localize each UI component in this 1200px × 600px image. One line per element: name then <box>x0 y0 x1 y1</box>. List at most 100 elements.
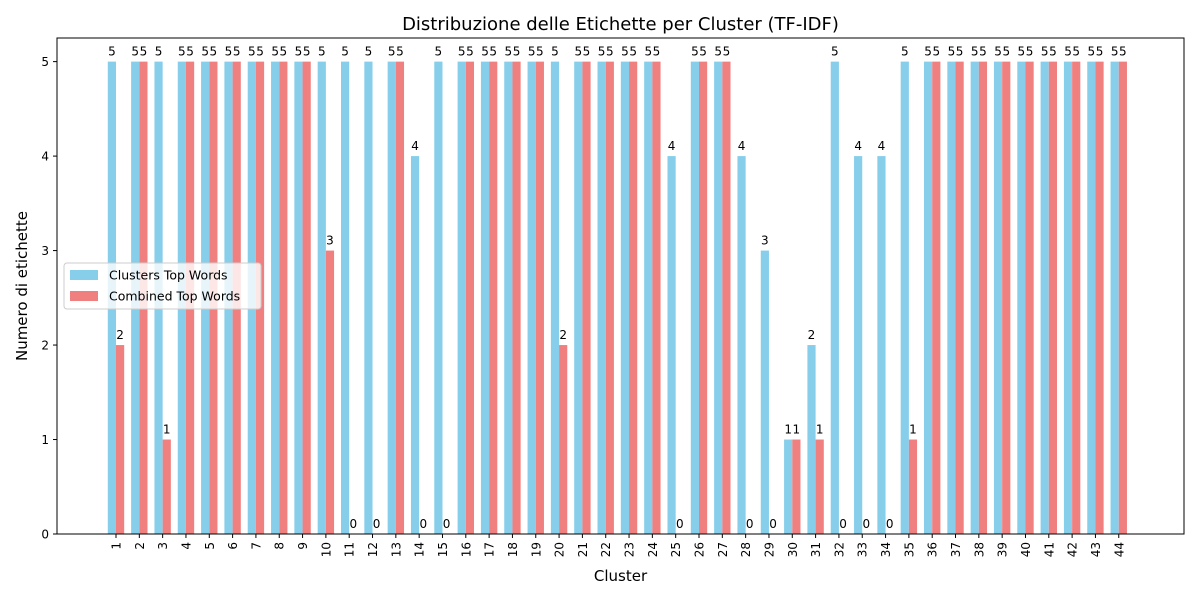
data-label: 5 <box>1002 45 1010 59</box>
x-tick-label: 6 <box>226 542 240 550</box>
x-tick-label: 39 <box>996 542 1010 557</box>
data-label: 5 <box>341 45 349 59</box>
x-tick-label: 30 <box>786 542 800 557</box>
y-axis-label: Numero di etichette <box>13 211 31 361</box>
data-label: 5 <box>979 45 987 59</box>
data-label: 5 <box>505 45 513 59</box>
bar-combined-top-words <box>978 61 988 534</box>
bar-clusters-top-words <box>1040 61 1049 534</box>
x-axis-label: Cluster <box>594 567 648 585</box>
bar-clusters-top-words <box>1087 61 1096 534</box>
data-label: 5 <box>699 45 707 59</box>
data-label: 5 <box>201 45 209 59</box>
data-label: 5 <box>1064 45 1072 59</box>
data-label: 5 <box>901 45 909 59</box>
x-tick-label: 37 <box>949 542 963 557</box>
x-tick-label: 21 <box>576 542 590 557</box>
data-label: 1 <box>793 423 801 437</box>
bar-combined-top-words <box>932 61 941 534</box>
data-label: 0 <box>746 517 754 531</box>
x-tick-label: 19 <box>529 542 543 557</box>
bar-clusters-top-words <box>690 61 699 534</box>
bar-clusters-top-words <box>807 345 816 534</box>
bar-combined-top-words <box>1118 61 1127 534</box>
data-label: 5 <box>598 45 606 59</box>
data-label: 5 <box>644 45 652 59</box>
bar-combined-top-words <box>1002 61 1011 534</box>
data-label: 5 <box>458 45 466 59</box>
bar-combined-top-words <box>792 439 801 534</box>
bar-combined-top-words <box>325 250 335 535</box>
data-label: 3 <box>761 234 769 248</box>
bar-combined-top-words <box>489 61 498 534</box>
data-label: 0 <box>839 517 847 531</box>
x-tick-label: 28 <box>739 542 753 557</box>
data-label: 5 <box>629 45 637 59</box>
data-label: 0 <box>676 517 684 531</box>
bar-clusters-top-words <box>1017 61 1026 534</box>
x-tick-label: 5 <box>203 542 217 550</box>
bar-clusters-top-words <box>830 61 839 534</box>
data-label: 0 <box>419 517 427 531</box>
x-tick-label: 44 <box>1112 542 1126 557</box>
x-tick-label: 27 <box>716 542 730 557</box>
x-tick-label: 23 <box>623 542 637 557</box>
data-label: 5 <box>271 45 279 59</box>
data-label: 0 <box>769 517 777 531</box>
x-tick-label: 7 <box>249 542 263 550</box>
data-label: 1 <box>909 423 917 437</box>
y-tick-label: 3 <box>41 244 49 258</box>
x-tick-label: 43 <box>1089 542 1103 557</box>
data-label: 5 <box>388 45 396 59</box>
x-tick-label: 35 <box>902 542 916 557</box>
bar-combined-top-words <box>1072 61 1081 534</box>
x-tick-label: 38 <box>972 542 986 557</box>
data-label: 5 <box>1119 45 1127 59</box>
data-label: 5 <box>621 45 629 59</box>
bar-clusters-top-words <box>877 156 886 534</box>
bar-clusters-top-words <box>574 61 583 534</box>
data-label: 0 <box>863 517 871 531</box>
data-label: 5 <box>551 45 559 59</box>
bar-clusters-top-words <box>644 61 653 534</box>
data-label: 1 <box>784 423 792 437</box>
bar-combined-top-words <box>279 61 288 534</box>
bar-combined-top-words <box>722 61 731 534</box>
data-label: 5 <box>318 45 326 59</box>
data-label: 5 <box>233 45 241 59</box>
bar-clusters-top-words <box>550 61 560 534</box>
data-label: 2 <box>808 328 816 342</box>
bar-clusters-top-words <box>364 61 373 534</box>
x-tick-label: 41 <box>1042 542 1056 557</box>
data-label: 5 <box>1049 45 1057 59</box>
data-label: 1 <box>163 423 171 437</box>
data-label: 5 <box>108 45 116 59</box>
data-label: 1 <box>816 423 824 437</box>
bar-combined-top-words <box>116 345 125 534</box>
data-label: 0 <box>886 517 894 531</box>
x-tick-label: 8 <box>273 542 287 550</box>
bar-clusters-top-words <box>947 61 956 534</box>
bar-clusters-top-words <box>457 61 466 534</box>
data-label: 0 <box>349 517 357 531</box>
bar-clusters-top-words <box>410 156 420 534</box>
x-tick-label: 13 <box>389 542 403 557</box>
y-tick-label: 5 <box>41 55 49 69</box>
x-tick-label: 16 <box>459 542 473 557</box>
x-tick-label: 31 <box>809 542 823 557</box>
data-label: 2 <box>116 328 124 342</box>
x-tick-label: 18 <box>506 542 520 557</box>
bar-clusters-top-words <box>667 156 676 534</box>
bar-clusters-top-words <box>620 61 630 534</box>
x-tick-label: 14 <box>413 542 427 557</box>
legend-swatch <box>70 270 98 280</box>
x-tick-label: 9 <box>296 542 310 550</box>
x-tick-label: 40 <box>1019 542 1033 557</box>
bar-clusters-top-words <box>1063 61 1073 534</box>
bar-clusters-top-words <box>760 250 769 535</box>
x-tick-label: 42 <box>1066 542 1080 557</box>
data-label: 4 <box>738 139 746 153</box>
data-label: 5 <box>295 45 303 59</box>
x-tick-label: 17 <box>483 542 497 557</box>
data-label: 5 <box>528 45 536 59</box>
